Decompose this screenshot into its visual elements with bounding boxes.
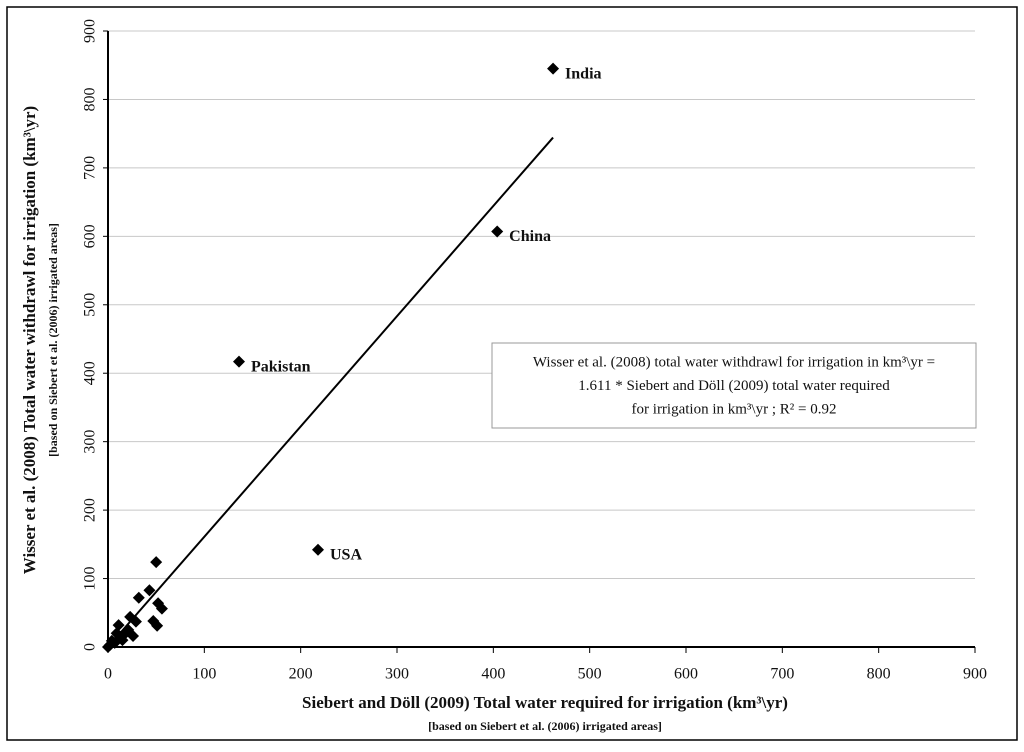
annotation-line: Wisser et al. (2008) total water withdra… [533, 354, 935, 370]
point-label: Pakistan [251, 358, 311, 375]
point [132, 591, 145, 604]
y-tick-label: 300 [82, 430, 99, 454]
point [143, 584, 156, 597]
y-tick-label: 600 [82, 224, 99, 248]
annotation-box [491, 342, 977, 429]
x-tick-label: 0 [104, 666, 112, 683]
y-tick-label: 700 [82, 156, 99, 180]
y-tick-label: 0 [82, 643, 99, 651]
point [150, 556, 163, 569]
annotation-line: for irrigation in km³\yr ; R² = 0.92 [632, 401, 837, 417]
y-tick-label: 100 [82, 567, 99, 591]
point [155, 602, 168, 615]
y-tick-label: 200 [82, 498, 99, 522]
point [102, 641, 114, 653]
x-tick-label: 900 [963, 666, 987, 683]
y-axis-title: Wisser et al. (2008) Total water withdra… [20, 106, 39, 574]
y-tick-label: 400 [82, 361, 99, 385]
x-tick-label: 800 [867, 666, 891, 683]
point-label: USA [330, 546, 362, 563]
x-axis-title: Siebert and Döll (2009) Total water requ… [302, 693, 788, 712]
y-tick-label: 900 [82, 19, 99, 43]
point [114, 631, 127, 644]
point [547, 62, 560, 75]
point [151, 619, 164, 632]
x-tick-label: 700 [770, 666, 794, 683]
y-tick-label: 800 [82, 87, 99, 111]
point [127, 630, 140, 643]
point [491, 225, 504, 238]
x-axis-subtitle: [based on Siebert et al. (2006) irrigate… [428, 719, 662, 733]
point [233, 355, 246, 368]
annotation-line: 1.611 * Siebert and Döll (2009) total wa… [578, 378, 890, 394]
point-label: China [509, 228, 551, 245]
point [312, 543, 325, 556]
frame [6, 6, 1018, 741]
y-tick-label: 500 [82, 293, 99, 317]
point [129, 615, 142, 628]
point [112, 619, 125, 632]
x-tick-label: 500 [578, 666, 602, 683]
x-tick-label: 200 [289, 666, 313, 683]
x-tick-label: 100 [192, 666, 216, 683]
trend-line [107, 136, 554, 648]
x-tick-label: 300 [385, 666, 409, 683]
point-label: India [565, 65, 601, 82]
x-tick-label: 600 [674, 666, 698, 683]
x-tick-label: 400 [481, 666, 505, 683]
y-axis-subtitle: [based on Siebert et al. (2006) irrigate… [46, 223, 60, 457]
